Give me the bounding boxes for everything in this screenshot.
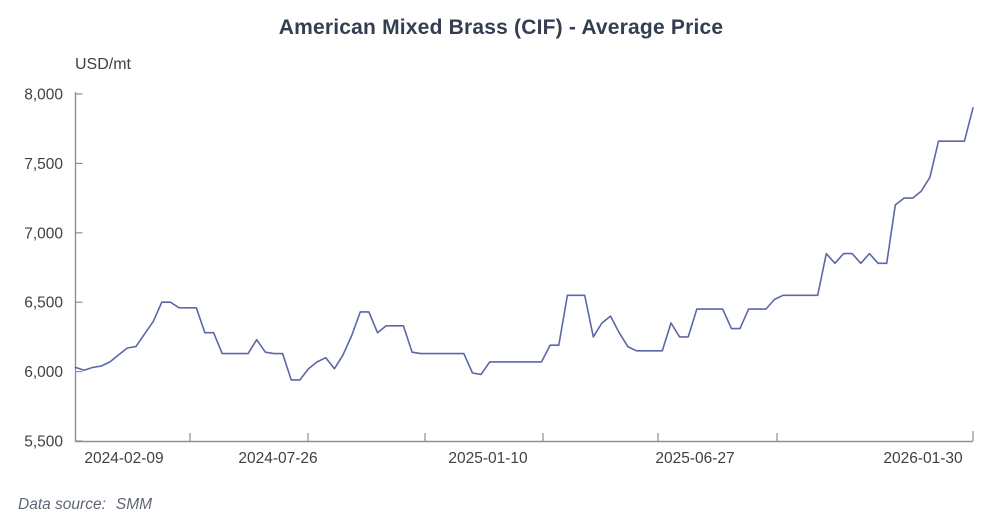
data-source-label: Data source:: [18, 496, 106, 513]
x-axis-tick-marks: [189, 431, 974, 441]
y-axis-unit-label: USD/mt: [75, 56, 131, 73]
y-tick-label: 6,000: [24, 364, 63, 381]
y-tick-label: 6,500: [24, 295, 63, 312]
x-tick-label: 2025-01-10: [448, 450, 528, 467]
chart-title: American Mixed Brass (CIF) - Average Pri…: [278, 16, 724, 39]
x-tick-label: 2025-06-27: [655, 450, 734, 467]
x-tick-label: 2024-07-26: [238, 450, 317, 467]
y-tick-label: 8,000: [24, 87, 63, 104]
y-tick-label: 7,000: [24, 225, 63, 242]
y-tick-label: 7,500: [24, 156, 63, 173]
data-source-note: Data source: SMM: [18, 496, 152, 514]
x-tick-label: 2026-01-30: [883, 450, 963, 467]
y-axis-tick-labels: 5,500 6,000 6,500 7,000 7,500 8,000: [24, 87, 63, 451]
data-source-value: SMM: [115, 496, 153, 513]
y-tick-label: 5,500: [24, 434, 63, 451]
y-axis-tick-marks: [75, 93, 83, 442]
x-axis-tick-labels: 2024-02-09 2024-07-26 2025-01-10 2025-06-27…: [84, 450, 963, 467]
price-series-line: [74, 107, 974, 381]
x-tick-label: 2024-02-09: [84, 450, 163, 467]
